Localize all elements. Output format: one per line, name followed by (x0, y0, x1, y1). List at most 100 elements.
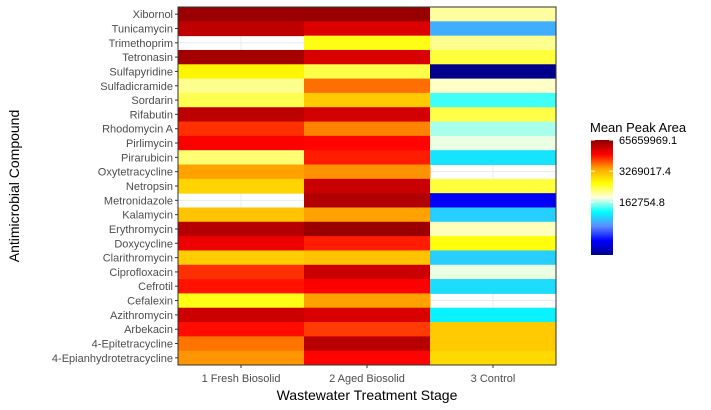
y-tick-label: Cefalexin (127, 296, 173, 308)
heatmap-cell-azithromycin-1 (178, 307, 305, 323)
heatmap-cell-clarithromycin-2 (304, 250, 431, 266)
y-tick-label: Kalamycin (122, 210, 173, 222)
heatmap-cell-trimethoprim-2 (304, 35, 431, 51)
heatmap-cell-pirarubicin-2 (304, 150, 431, 166)
heatmap-cell-tetronasin-2 (304, 49, 431, 65)
y-tick-label: Sulfadicramide (100, 81, 173, 93)
y-tick-label: Ciprofloxacin (109, 267, 173, 279)
y-tick-label: Pirlimycin (126, 138, 173, 150)
y-tick-label: Rhodomycin A (102, 124, 174, 136)
y-tick-label: Netropsin (126, 181, 173, 193)
heatmap-cell-ciprofloxacin-2 (304, 264, 431, 280)
heatmap-cell-ciprofloxacin-3 (430, 264, 557, 280)
heatmap-cell-sulfapyridine-2 (304, 64, 431, 80)
x-tick-label: 1 Fresh Biosolid (202, 373, 281, 385)
heatmap-cell-pirarubicin-1 (178, 150, 305, 166)
legend-break-label: 162754.8 (619, 197, 665, 209)
heatmap-cell-4-epitetracycline-1 (178, 336, 305, 352)
x-axis-ticks: 1 Fresh Biosolid 2 Aged Biosolid 3 Control (202, 365, 516, 385)
x-tick-label: 2 Aged Biosolid (329, 373, 405, 385)
y-tick-label: Doxycycline (114, 238, 173, 250)
legend: Mean Peak Area 65659969.1 3269017.4 162754… (590, 120, 687, 255)
heatmap-cell-rhodomycin-a-2 (304, 121, 431, 137)
heatmap-cell-doxycycline-1 (178, 236, 305, 251)
heatmap-cell-netropsin-1 (178, 178, 305, 194)
heatmap-cell-4-epitetracycline-3 (430, 336, 557, 352)
heatmap-cell-xibornol-2 (304, 7, 431, 22)
y-tick-label: Arbekacin (124, 324, 173, 336)
heatmap-cell-doxycycline-3 (430, 236, 557, 251)
heatmap-cell-xibornol-3 (430, 7, 557, 22)
heatmap-cell-cefrotil-2 (304, 279, 431, 294)
legend-ticks: 65659969.1 3269017.4 162754.8 (591, 135, 677, 209)
heatmap-cell-azithromycin-2 (304, 307, 431, 323)
heatmap-cell-doxycycline-2 (304, 236, 431, 251)
heatmap-cell-tetronasin-1 (178, 49, 305, 65)
heatmap-cell-xibornol-1 (178, 7, 305, 22)
heatmap-cell-metronidazole-3 (430, 193, 557, 208)
y-tick-label: Sordarin (131, 95, 173, 107)
heatmap-cell-azithromycin-3 (430, 307, 557, 323)
heatmap-cell-cefalexin-2 (304, 293, 431, 309)
y-tick-label: Metronidazole (104, 195, 173, 207)
heatmap-cell-rifabutin-2 (304, 107, 431, 123)
heatmap-cell-rifabutin-1 (178, 107, 305, 123)
heatmap-cell-oxytetracycline-2 (304, 164, 431, 180)
heatmap-cell-4-epianhydrotetracycline-1 (178, 350, 305, 366)
heatmap-cell-erythromycin-3 (430, 221, 557, 237)
heatmap-cell-tunicamycin-1 (178, 21, 305, 37)
heatmap-cell-clarithromycin-1 (178, 250, 305, 266)
heatmap-cell-erythromycin-1 (178, 221, 305, 237)
heatmap-cells (178, 7, 557, 366)
y-tick-label: 4-Epitetracycline (92, 339, 173, 351)
heatmap-cell-arbekacin-3 (430, 322, 557, 337)
heatmap-cell-erythromycin-2 (304, 221, 431, 237)
heatmap-cell-metronidazole-2 (304, 193, 431, 208)
heatmap-cell-cefalexin-1 (178, 293, 305, 309)
legend-title: Mean Peak Area (590, 120, 687, 135)
y-tick-label: Tunicamycin (112, 23, 173, 35)
heatmap-cell-ciprofloxacin-1 (178, 264, 305, 280)
y-tick-label: Pirarubicin (121, 152, 173, 164)
legend-break-label: 3269017.4 (619, 166, 671, 178)
y-tick-label: Trimethoprim (109, 38, 173, 50)
heatmap-cell-kalamycin-3 (430, 207, 557, 223)
heatmap-cell-4-epianhydrotetracycline-2 (304, 350, 431, 366)
heatmap-cell-rhodomycin-a-3 (430, 121, 557, 137)
heatmap-cell-kalamycin-2 (304, 207, 431, 223)
heatmap-cell-4-epianhydrotetracycline-3 (430, 350, 557, 366)
y-tick-label: Clarithromycin (103, 253, 173, 265)
y-tick-label: 4-Epianhydrotetracycline (52, 353, 173, 365)
x-tick-label: 3 Control (471, 373, 516, 385)
heatmap-cell-oxytetracycline-1 (178, 164, 305, 180)
heatmap-cell-pirlimycin-2 (304, 135, 431, 151)
heatmap-cell-arbekacin-2 (304, 322, 431, 337)
heatmap-cell-cefrotil-3 (430, 279, 557, 294)
heatmap-cell-rhodomycin-a-1 (178, 121, 305, 137)
heatmap-cell-sulfapyridine-1 (178, 64, 305, 80)
heatmap-cell-clarithromycin-3 (430, 250, 557, 266)
legend-color-bar (591, 140, 613, 255)
heatmap-cell-kalamycin-1 (178, 207, 305, 223)
heatmap-cell-pirlimycin-3 (430, 135, 557, 151)
heatmap-cell-netropsin-2 (304, 178, 431, 194)
y-axis-ticks: Xibornol Tunicamycin Trimethoprim Tetronasi… (52, 9, 178, 365)
heatmap-cell-sulfadicramide-3 (430, 78, 557, 94)
heatmap-cell-sulfapyridine-3 (430, 64, 557, 80)
y-tick-label: Sulfapyridine (109, 66, 173, 78)
heatmap-cell-netropsin-3 (430, 178, 557, 194)
heatmap-cell-sordarin-3 (430, 92, 557, 108)
heatmap-cell-tunicamycin-2 (304, 21, 431, 37)
heatmap-cell-arbekacin-1 (178, 322, 305, 337)
heatmap-cell-tunicamycin-3 (430, 21, 557, 37)
heatmap-cell-tetronasin-3 (430, 49, 557, 65)
y-tick-label: Xibornol (133, 9, 173, 21)
heatmap-cell-sulfadicramide-2 (304, 78, 431, 94)
legend-break-label: 65659969.1 (619, 135, 677, 147)
panel-border (177, 6, 557, 366)
heatmap-cell-4-epitetracycline-2 (304, 336, 431, 352)
y-tick-label: Tetronasin (122, 52, 173, 64)
heatmap-cell-pirlimycin-1 (178, 135, 305, 151)
heatmap-cell-pirarubicin-3 (430, 150, 557, 166)
heatmap-cell-sordarin-1 (178, 92, 305, 108)
